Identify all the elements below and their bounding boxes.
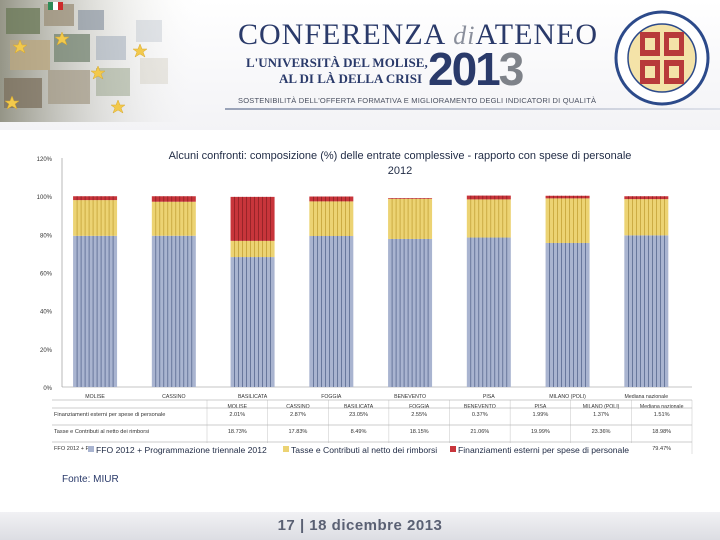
entrate-composition-chart: Alcuni confronti: composizione (%) delle…: [37, 150, 693, 457]
bar-segment: [73, 235, 118, 387]
table-header-cell: BENEVENTO: [464, 404, 496, 410]
bar-segment: [230, 240, 275, 258]
table-cell: 23.05%: [349, 412, 368, 418]
table-cell: 1.37%: [593, 412, 609, 418]
y-tick-label: 60%: [40, 272, 53, 278]
legend-label: Tasse e Contributi al netto dei rimborsi: [291, 445, 437, 455]
bar-segment: [388, 198, 433, 199]
x-category-label: MOLISE: [85, 394, 105, 400]
title-main: CONFERENZA: [238, 18, 445, 51]
conference-header: CONFERENZA diATENEO L'UNIVERSITÀ DEL MOL…: [0, 0, 720, 130]
y-tick-label: 120%: [37, 157, 53, 163]
x-category-label: CASSINO: [162, 394, 185, 400]
chart-title-line1: Alcuni confronti: composizione (%) delle…: [169, 150, 632, 162]
table-cell: 23.36%: [592, 429, 611, 435]
x-category-label: FOGGIA: [321, 394, 342, 400]
bar-segment: [151, 201, 196, 236]
chart-title-line2: 2012: [388, 165, 412, 177]
conference-date: 17 | 18 dicembre 2013: [277, 517, 443, 534]
x-category-label: BASILICATA: [238, 394, 268, 400]
table-cell: 19.99%: [531, 429, 550, 435]
x-category-label: MILANO (POLI): [549, 394, 586, 400]
campus-collage-image: [0, 0, 205, 122]
subtitle-line1: L'UNIVERSITÀ DEL MOLISE,: [246, 55, 428, 70]
legend-label: FFO 2012 + Programmazione triennale 2012: [96, 445, 267, 455]
bar-segment: [230, 196, 275, 241]
bar-segment: [73, 196, 118, 201]
legend-swatch: [88, 446, 94, 452]
bar-segment: [151, 196, 196, 202]
bar-segment: [388, 238, 433, 387]
table-cell: 1.51%: [654, 412, 670, 418]
x-category-labels: MOLISE CASSINO BASILICATA FOGGIA BENEVENTO PI…: [85, 394, 668, 400]
bar-segment: [545, 242, 590, 387]
bar-segment: [309, 236, 354, 387]
bar-segment: [151, 235, 196, 387]
legend-swatch: [283, 446, 289, 452]
y-tick-label: 0%: [43, 386, 52, 392]
table-row-label: Tasse e Contributi al netto dei rimborsi: [54, 429, 149, 435]
bar-segment: [624, 199, 669, 236]
table-header-cell: PISA: [535, 404, 547, 410]
bar-segment: [73, 200, 118, 236]
legend-background: [88, 443, 648, 457]
conference-title: CONFERENZA diATENEO: [238, 18, 598, 52]
bar-segment: [388, 198, 433, 239]
table-cell: 79.47%: [652, 446, 671, 452]
header-rule: [225, 108, 720, 110]
table-row-label: Finanziamenti esterni per spese di perso…: [54, 412, 165, 418]
table-cell: 18.15%: [410, 429, 429, 435]
bar-segment: [624, 196, 669, 200]
bar-segment: [545, 195, 590, 199]
table-header-cell: Mediana nazionale: [640, 404, 684, 410]
x-category-label: BENEVENTO: [394, 394, 426, 400]
table-cell: 18.98%: [652, 429, 671, 435]
table-header-cell: MOLISE: [228, 404, 248, 410]
table-cell: 8.49%: [351, 429, 367, 435]
title-end: ATENEO: [475, 18, 599, 51]
bar-segment: [466, 237, 511, 387]
table-cell: 17.83%: [288, 429, 307, 435]
university-seal-logo: [614, 10, 710, 106]
subtitle-line2: AL DI LÀ DELLA CRISI: [278, 71, 422, 86]
table-header-cell: FOGGIA: [409, 404, 430, 410]
bar-stacks: [73, 195, 669, 387]
year-part-a: 201: [428, 43, 501, 95]
table-cell: 18.73%: [228, 429, 247, 435]
y-tick-label: 20%: [40, 348, 53, 354]
table-cell: 2.01%: [229, 412, 245, 418]
bar-segment: [230, 257, 275, 387]
table-cell: 2.55%: [411, 412, 427, 418]
table-header-cell: CASSINO: [286, 404, 309, 410]
title-di: di: [453, 21, 476, 50]
bar-segment: [309, 201, 354, 237]
legend-label: Finanziamenti esterni per spese di perso…: [458, 445, 629, 455]
legend-swatch: [450, 446, 456, 452]
y-tick-label: 100%: [37, 195, 53, 201]
table-cell: 2.87%: [290, 412, 306, 418]
y-tick-labels: 0% 20% 40% 60% 80% 100% 120%: [37, 157, 53, 392]
conference-tagline: SOSTENIBILITÀ DELL'OFFERTA FORMATIVA E M…: [238, 96, 597, 105]
x-category-label: Mediana nazionale: [625, 394, 669, 400]
y-tick-label: 40%: [40, 310, 53, 316]
bar-segment: [309, 196, 354, 202]
table-cell: 0.37%: [472, 412, 488, 418]
bar-segment: [466, 199, 511, 238]
table-cell: 1.99%: [533, 412, 549, 418]
bar-segment: [624, 235, 669, 387]
table-header-cell: MILANO (POLI): [583, 404, 620, 410]
chart-legend: FFO 2012 + Programmazione triennale 2012…: [88, 443, 648, 457]
bar-segment: [466, 195, 511, 200]
source-note: Fonte: MIUR: [62, 474, 119, 485]
conference-year: 2013: [428, 42, 525, 96]
bar-segment: [545, 198, 590, 243]
table-cell: 21.06%: [470, 429, 489, 435]
table-header-cell: BASILICATA: [344, 404, 374, 410]
year-part-b: 3: [498, 43, 525, 95]
footer-bar: 17 | 18 dicembre 2013: [0, 512, 720, 540]
x-category-label: PISA: [483, 394, 495, 400]
y-tick-label: 80%: [40, 233, 53, 239]
